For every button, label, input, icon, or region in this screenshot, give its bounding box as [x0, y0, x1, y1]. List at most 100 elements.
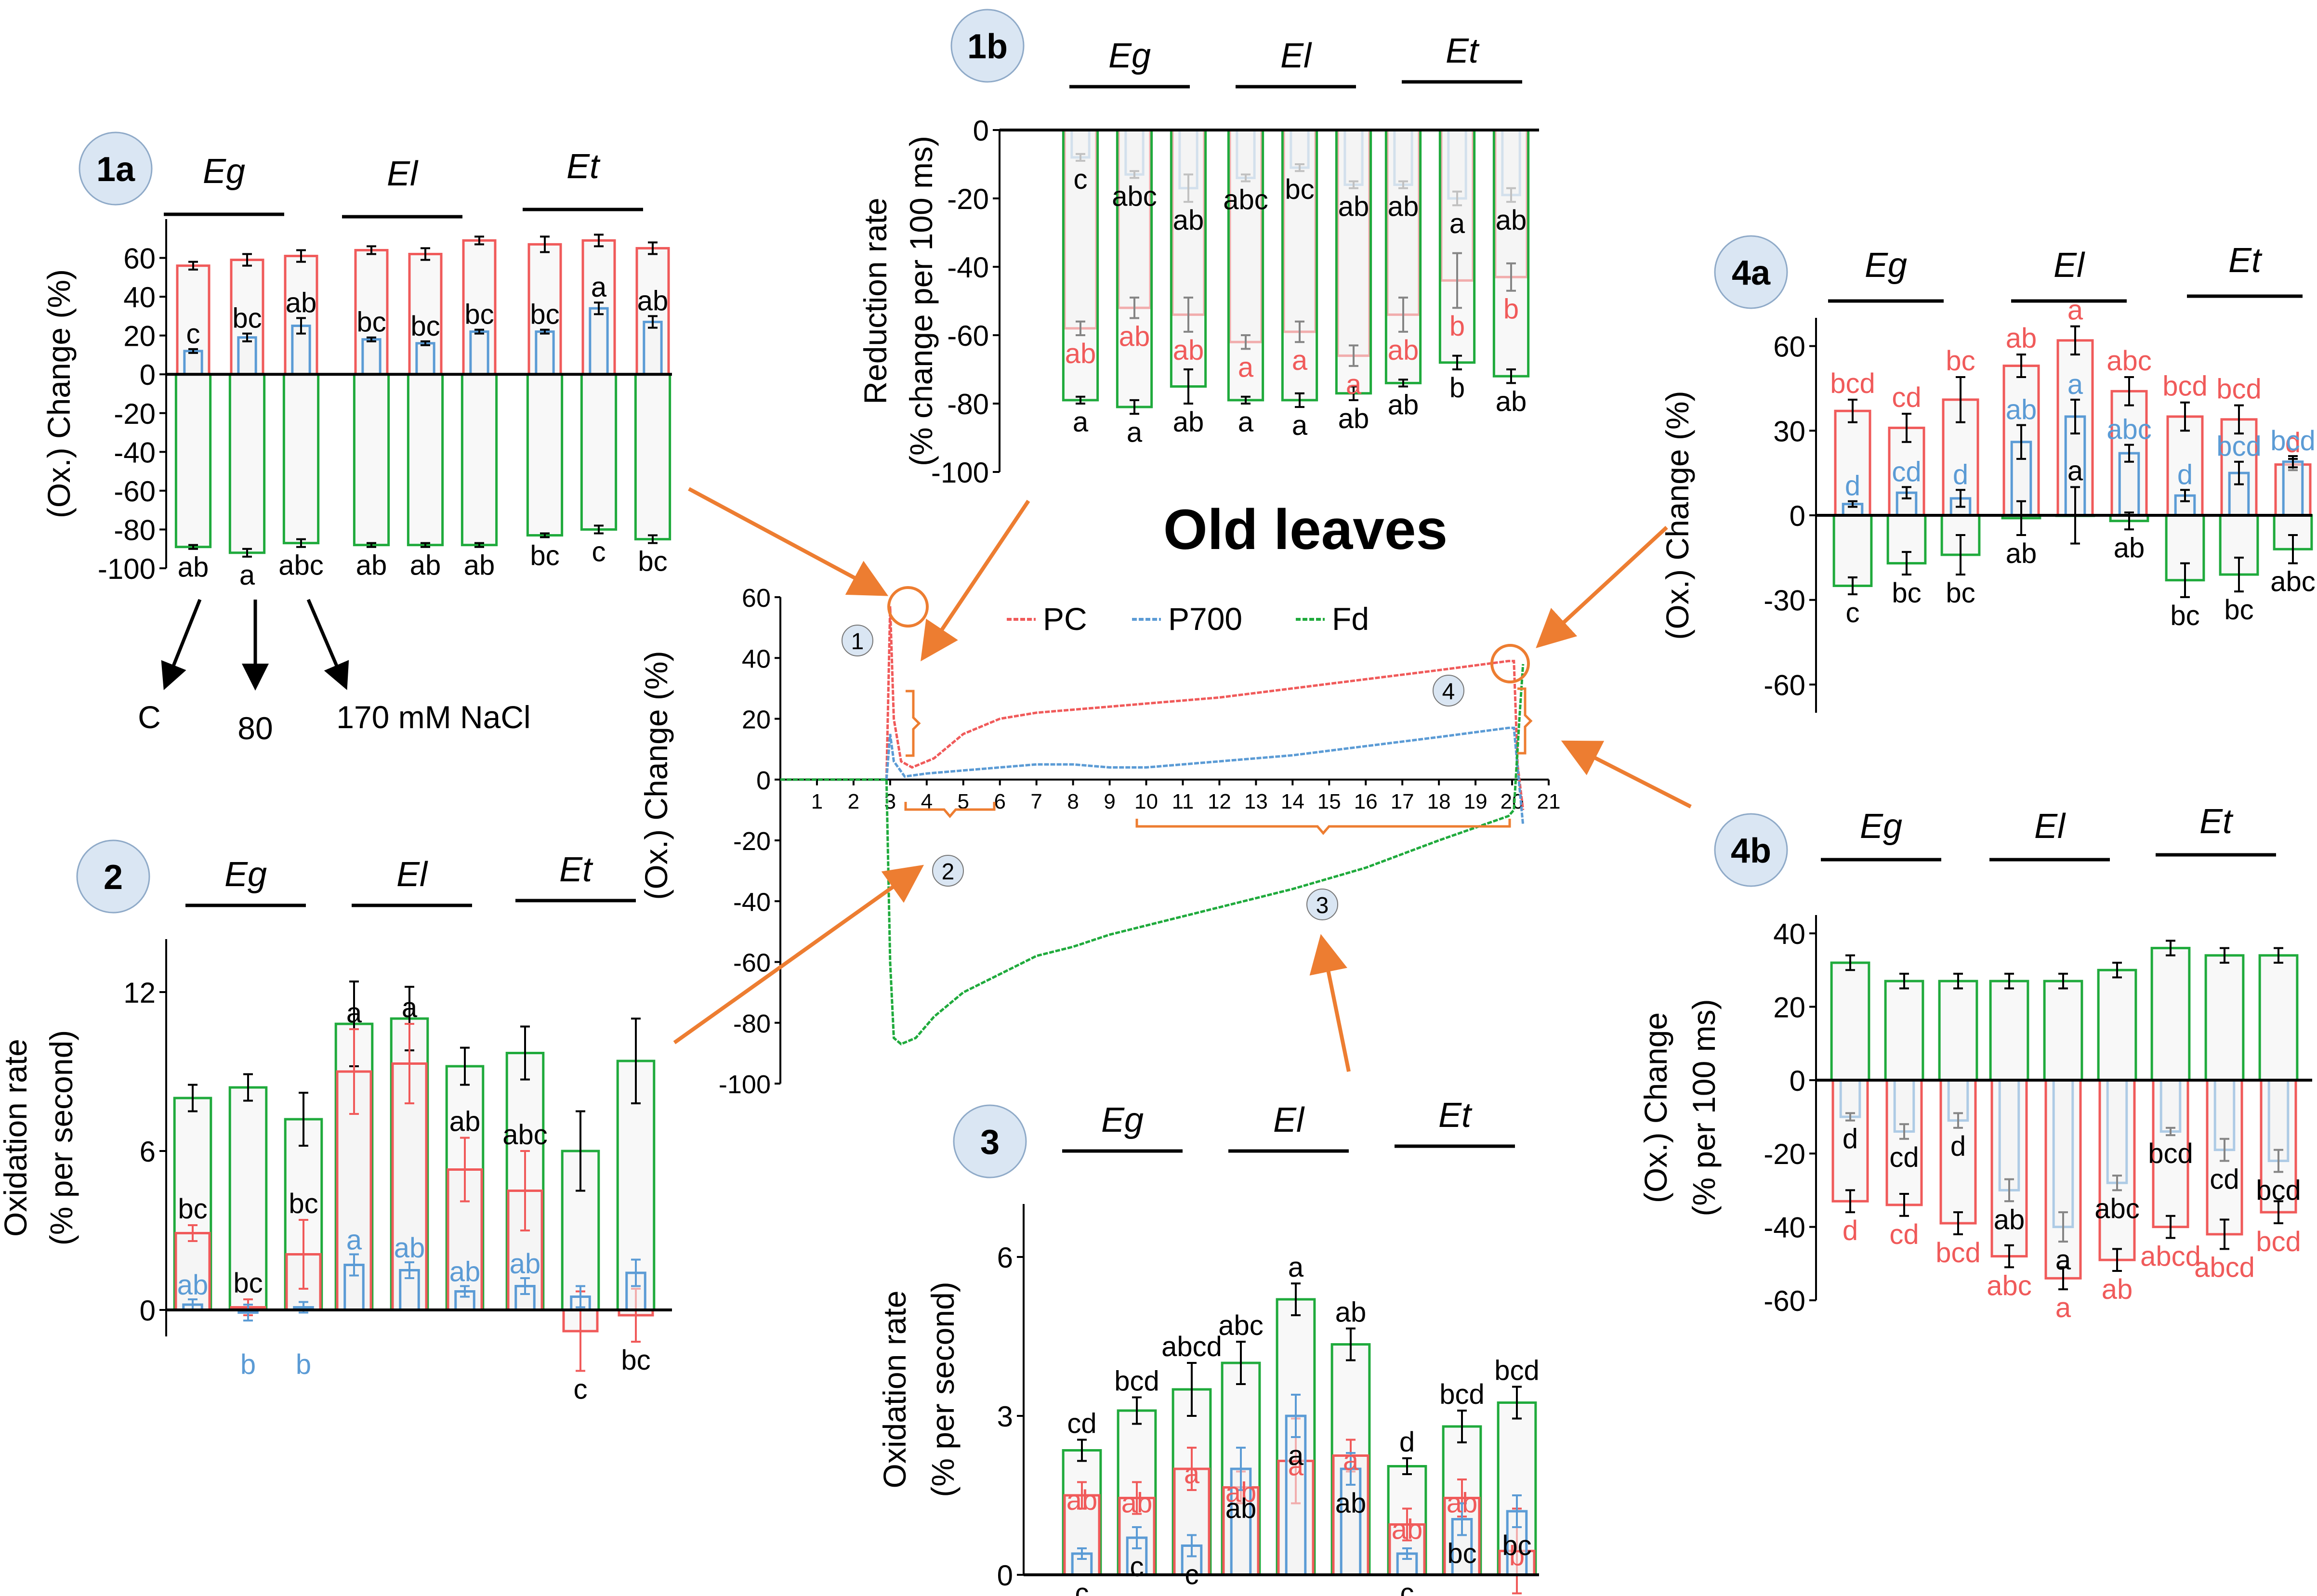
error-bar-fd — [1130, 399, 1139, 415]
marker-4: 4 — [1433, 675, 1464, 706]
bar-fd — [1116, 129, 1153, 408]
error-bar-fd — [1241, 395, 1251, 405]
sig-letter-p700: a — [591, 272, 607, 303]
sig-letter-fd: ab — [1388, 390, 1419, 421]
sig-letter-p700: cd — [1889, 1142, 1919, 1173]
y-tick-label: 6 — [997, 1242, 1013, 1274]
main-x-tick-label: 19 — [1464, 790, 1488, 813]
sig-letter-fd: bc — [638, 546, 667, 577]
sig-letter-fd: a — [239, 560, 255, 591]
arrow-2-to-trace — [673, 864, 924, 1045]
y-tick-label: -40 — [947, 251, 989, 284]
sig-letter-fd: ab — [464, 550, 495, 581]
bar-fd — [1832, 514, 1873, 587]
sig-letter-fd: abc — [1218, 1310, 1264, 1341]
error-bar-pc — [1848, 398, 1857, 423]
y-tick-label: 40 — [1773, 918, 1805, 950]
main-y-tick-label: -20 — [733, 827, 771, 856]
sig-letter-fd: c — [1846, 597, 1860, 628]
panel-2: 2 Eg El Et 12 6 0 Oxidation rate (% per second) b… — [0, 839, 672, 1405]
sig-letter-fd: cd — [1067, 1408, 1096, 1439]
y-tick-label: 60 — [1773, 331, 1805, 363]
sig-letter-fd: bc — [1946, 577, 1975, 609]
sig-letter-fd: abc — [2270, 566, 2316, 598]
y-axis-label: Reduction rate — [857, 197, 893, 404]
bar-p700 — [415, 342, 435, 376]
main-y-tick-label: -100 — [719, 1070, 771, 1099]
legend-label-fd: Fd — [1332, 601, 1369, 637]
main-x-tick-label: 17 — [1391, 790, 1414, 813]
error-bar-p700 — [2070, 398, 2080, 435]
error-bar-pc — [1132, 1481, 1142, 1515]
sig-letter-pc: ab — [1392, 1514, 1423, 1545]
error-bar-p700 — [1291, 1394, 1301, 1438]
sig-letter-p700: a — [346, 1225, 362, 1256]
main-y-tick-label: 60 — [742, 584, 771, 613]
error-bar-pc — [349, 1028, 359, 1115]
sig-letter-p700: bcd — [2270, 425, 2316, 457]
error-bar-fd — [2234, 556, 2244, 593]
error-bar-fd — [1899, 972, 1909, 990]
y-tick-label: -40 — [114, 436, 156, 469]
sig-letter-fd: bcd — [1114, 1366, 1159, 1397]
sig-letter-fd: abc — [278, 550, 324, 581]
y-tick-label: -20 — [947, 183, 989, 215]
error-bar-fd — [1956, 534, 1965, 576]
treatment-label-80: 80 — [237, 710, 273, 746]
group-label-eg: Eg — [203, 152, 245, 191]
error-bar-fd — [188, 1084, 197, 1112]
sig-letter-pc: ab — [1065, 338, 1096, 369]
sig-letter-pc: a — [2055, 1292, 2071, 1323]
bar-fd — [2204, 954, 2245, 1082]
sig-letter-p700: a — [1288, 1440, 1304, 1471]
panel-badge-label: 1a — [96, 150, 135, 189]
highlight-circle-start — [887, 586, 929, 628]
sig-letter-p700: ab — [2006, 394, 2037, 426]
error-bar-fd — [2112, 962, 2122, 979]
error-bar-pc — [2274, 1200, 2283, 1224]
bar-p700 — [361, 338, 382, 376]
sig-letter-p700: ab — [394, 1232, 425, 1264]
sig-letter-fd: bc — [2224, 594, 2253, 626]
sig-letter-pc: a — [1184, 1458, 1200, 1490]
error-bar-pc — [405, 1023, 414, 1104]
sig-letter-pc: bcd — [2256, 1226, 2301, 1257]
main-x-tick-label: 14 — [1281, 790, 1304, 813]
error-bar-p700 — [349, 1253, 359, 1277]
error-bar-pc — [188, 1224, 197, 1242]
sig-letter-pc: b — [1449, 311, 1465, 342]
y-tick-label: 6 — [140, 1136, 156, 1168]
sig-letter-pc: abc — [1987, 1270, 2032, 1301]
main-y-tick-label: -40 — [733, 888, 771, 916]
sig-letter-fd: bc — [2170, 600, 2199, 631]
bracket-phase-1 — [906, 690, 921, 757]
error-bar-pc — [520, 1150, 530, 1231]
sig-letter-p700: d — [1950, 1131, 1966, 1162]
marker-2: 2 — [932, 855, 964, 887]
bar-pc — [2044, 1079, 2082, 1280]
bar-fd — [634, 373, 671, 541]
y-tick-label: -60 — [114, 475, 156, 508]
sig-letter-p700: abc — [2106, 414, 2152, 445]
main-ylabel: (Ox.) Change (%) — [638, 651, 674, 900]
sig-letter-p700: a — [1449, 208, 1465, 239]
sig-letter-p700: d — [1843, 1124, 1858, 1155]
sig-letter-fd: a — [1073, 406, 1089, 438]
error-bar-pc — [1953, 1211, 1963, 1235]
bar-p700 — [643, 320, 663, 376]
treatment-arrow-170 — [306, 599, 349, 690]
main-x-tick-label: 2 — [848, 790, 859, 813]
sig-letter-fd: a — [1127, 417, 1143, 448]
error-bar-p700 — [2234, 460, 2244, 485]
marker-1-label: 1 — [851, 629, 864, 654]
error-bar-p700 — [2124, 444, 2134, 463]
error-bar-fd — [631, 1018, 641, 1104]
bar-fd — [461, 373, 498, 547]
sig-letter-p700: ab — [1388, 191, 1419, 222]
bar-fd — [174, 373, 212, 549]
error-bar-p700 — [576, 1285, 585, 1308]
sig-letter-pc: ab — [1173, 335, 1204, 366]
sig-letter-p700: ab — [1994, 1204, 2025, 1235]
